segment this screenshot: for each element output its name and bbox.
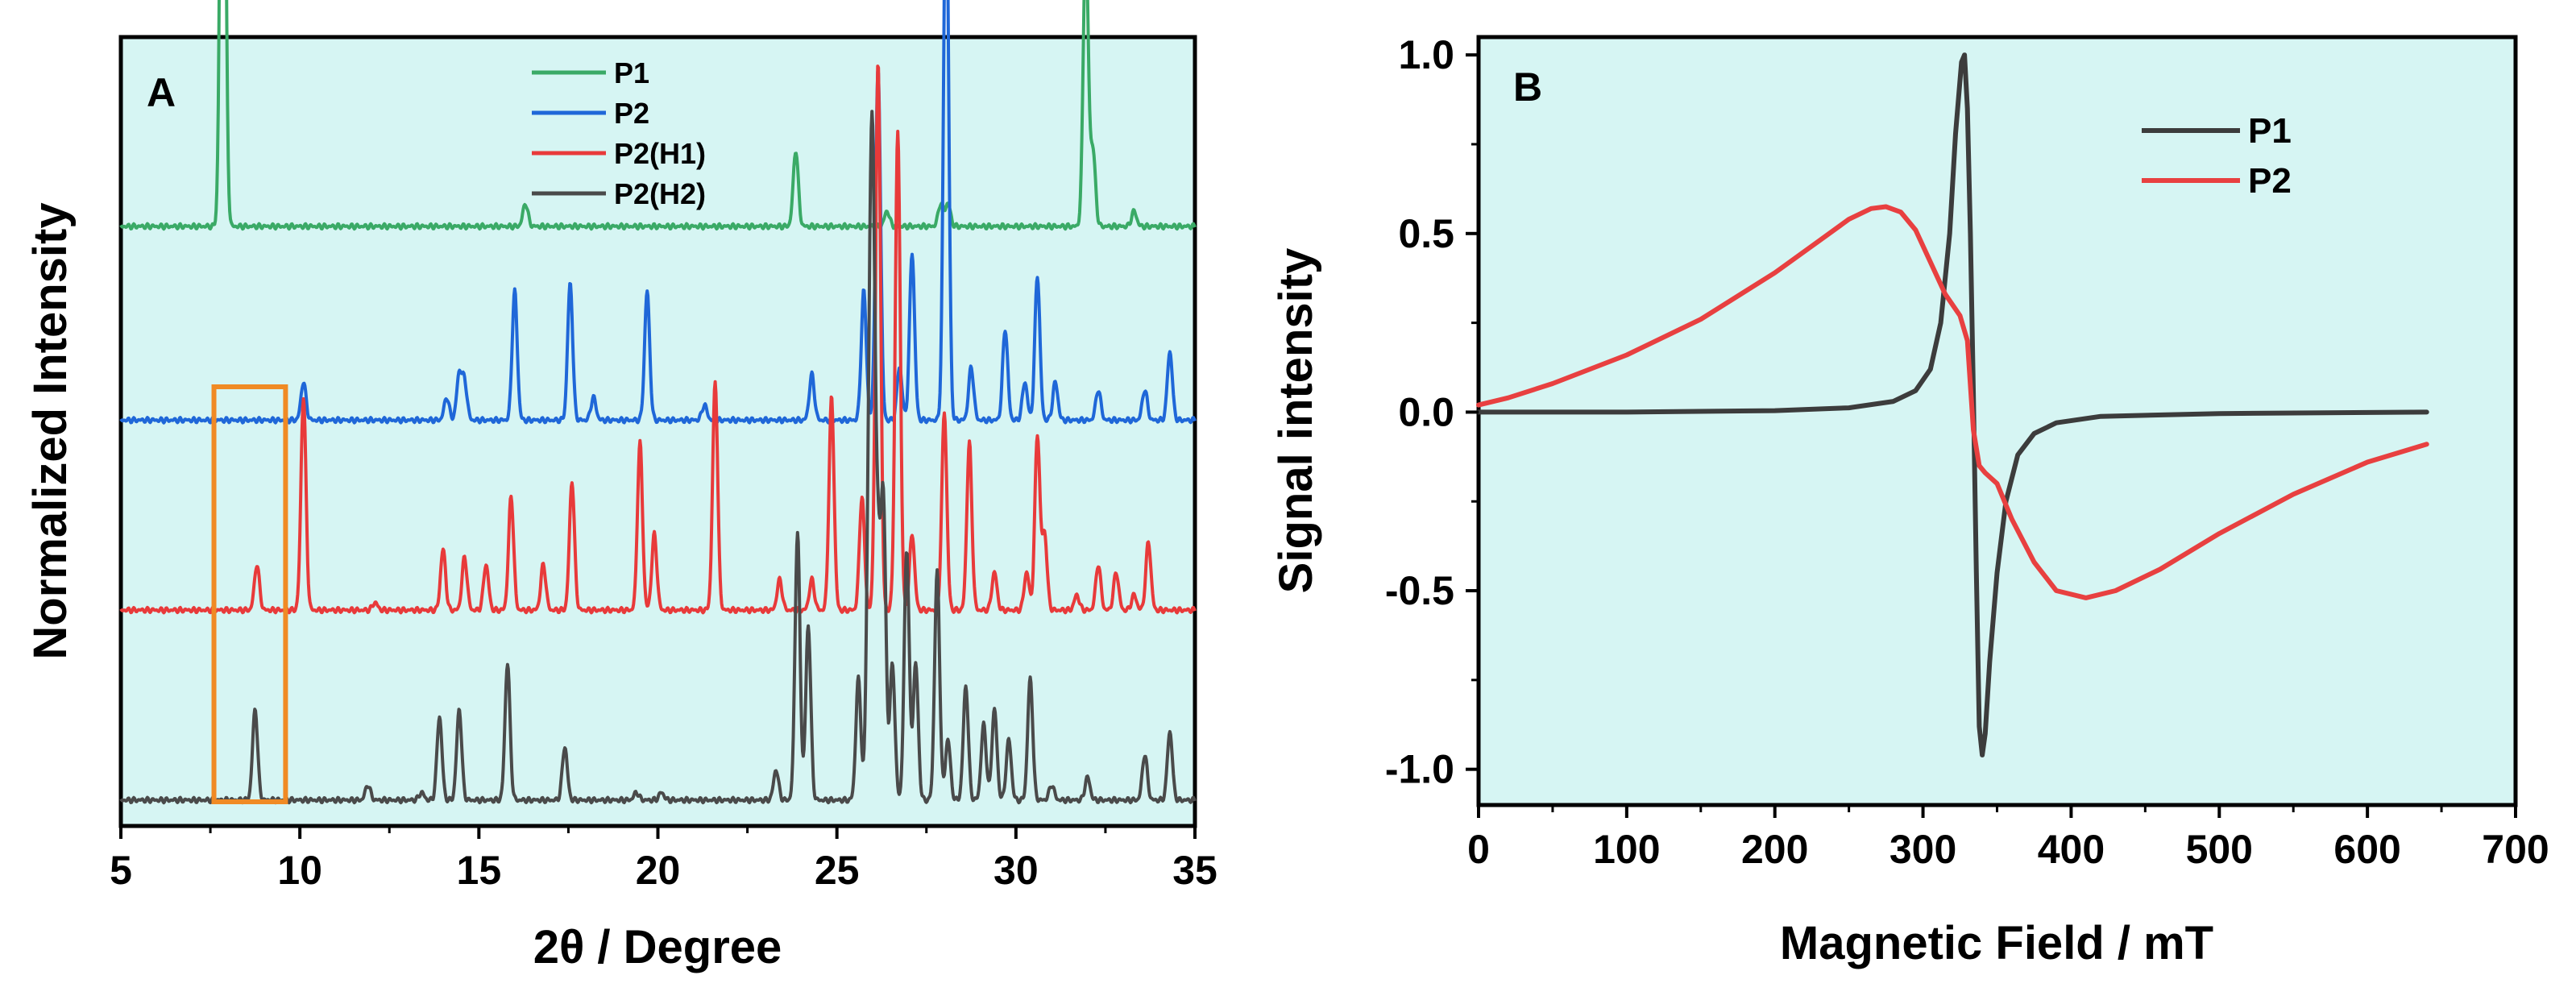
series-line-p1	[1476, 52, 2429, 757]
legend-label-p1: P1	[614, 56, 649, 89]
panel-a: A P1 P2 P2(H1) P2(H2) 5 10 15 20 25 30 35 2θ / De…	[24, 0, 1217, 973]
legend-label-p2: P2	[614, 97, 649, 130]
panel-a-y-axis-label: Normalized Intensity	[24, 202, 77, 659]
x-tick-label: 100	[1593, 827, 1660, 872]
panel-b-y-axis-label: Signal intensity	[1270, 248, 1322, 594]
series-line-p2-h1	[119, 64, 1197, 615]
x-tick-label: 400	[2038, 827, 2105, 872]
x-tick-label: 15	[457, 848, 502, 893]
series-line-p2-h2	[119, 110, 1197, 805]
y-tick-label: 1.0	[1398, 32, 1454, 77]
panel-b-y-axis-ticks: 1.0 0.5 0.0 -0.5 -1.0	[1385, 32, 1479, 792]
panel-a-x-axis-label: 2θ / Degree	[533, 921, 782, 973]
x-tick-label: 300	[1889, 827, 1956, 872]
x-tick-label: 500	[2186, 827, 2253, 872]
x-tick-label: 5	[110, 848, 132, 893]
panel-a-x-axis-ticks: 5 10 15 20 25 30 35	[110, 826, 1217, 893]
legend-label-p2-h2: P2(H2)	[614, 177, 706, 210]
x-tick-label: 700	[2482, 827, 2549, 872]
series-line-p1	[119, 0, 1197, 231]
panel-b-letter: B	[1513, 64, 1542, 110]
x-tick-label: 600	[2333, 827, 2400, 872]
x-tick-label: 25	[815, 848, 860, 893]
x-tick-label: 35	[1172, 848, 1217, 893]
panel-a-legend: P1 P2 P2(H1) P2(H2)	[532, 56, 706, 210]
legend-label-p2-h1: P2(H1)	[614, 137, 706, 170]
x-tick-label: 200	[1741, 827, 1808, 872]
x-tick-label: 20	[636, 848, 681, 893]
y-tick-label: -1.0	[1385, 747, 1454, 792]
highlight-box	[211, 384, 288, 804]
y-tick-label: 0.0	[1398, 389, 1454, 434]
legend-label-p1: P1	[2248, 111, 2292, 151]
x-tick-label: 10	[277, 848, 322, 893]
panel-a-series-lines	[119, 0, 1197, 805]
panel-b-x-axis-label: Magnetic Field / mT	[1780, 917, 2213, 969]
series-line-p2	[119, 0, 1197, 425]
panel-b-series-lines	[1476, 52, 2429, 757]
legend-label-p2: P2	[2248, 161, 2292, 201]
y-tick-label: 0.5	[1398, 211, 1454, 256]
panel-b-x-axis-ticks: 0 100 200 300 400 500 600 700	[1467, 805, 2549, 872]
panel-b-plot-area	[1476, 35, 2518, 807]
x-tick-label: 0	[1467, 827, 1490, 872]
panel-a-letter: A	[147, 70, 176, 115]
y-tick-label: -0.5	[1385, 568, 1454, 613]
panel-a-plot-area	[118, 35, 1197, 828]
x-tick-label: 30	[993, 848, 1039, 893]
series-line-p2	[1476, 204, 2429, 600]
